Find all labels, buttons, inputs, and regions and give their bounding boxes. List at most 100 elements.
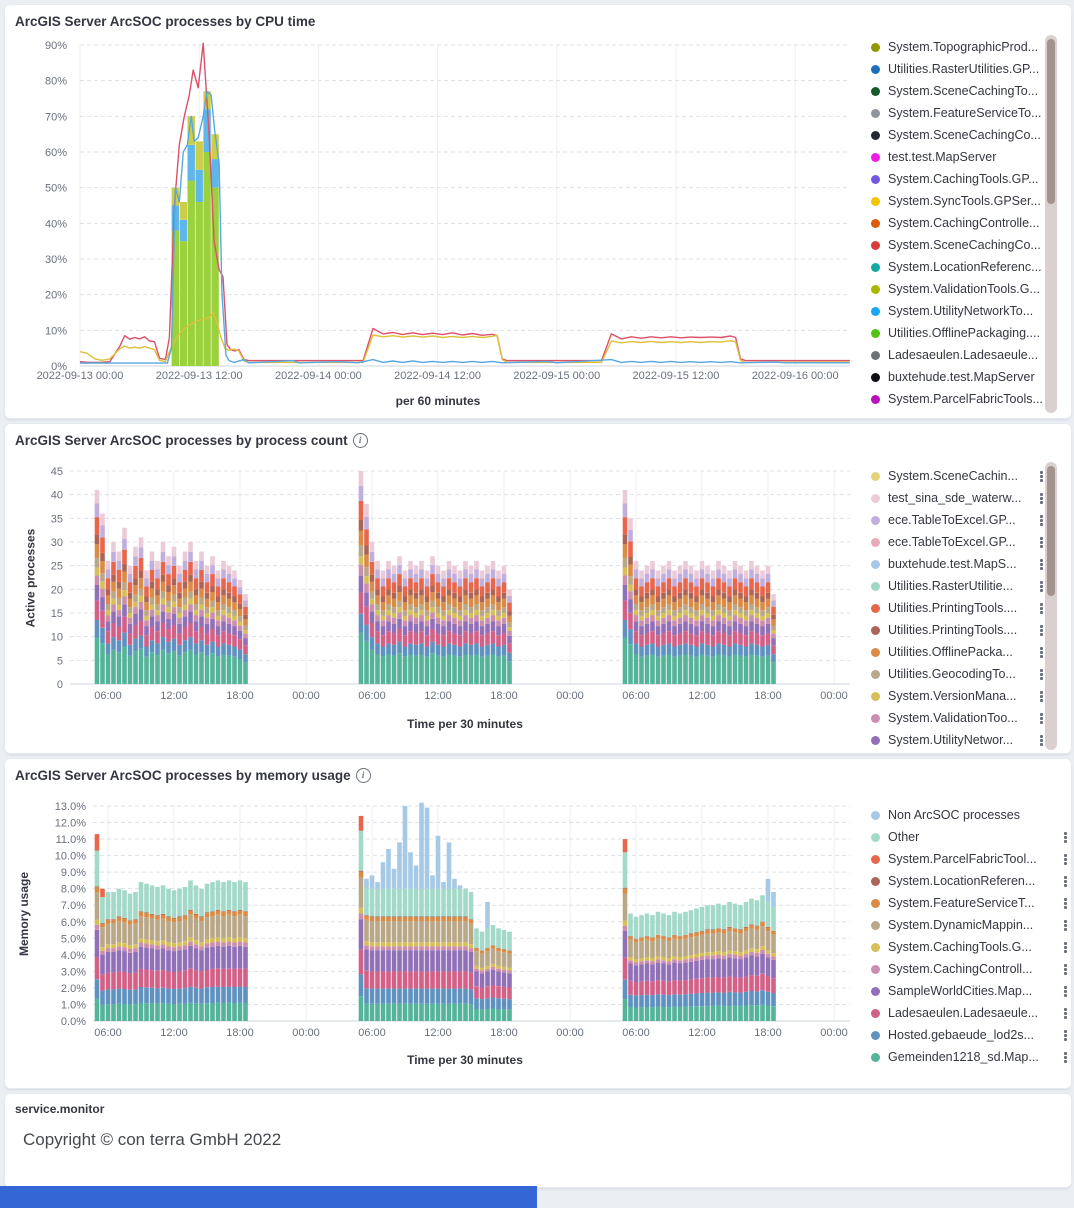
legend-actions-icon[interactable] [1040,734,1043,746]
legend-item[interactable]: System.ParcelFabricTools... [871,388,1043,410]
legend-item[interactable]: System.SceneCachingCo... [871,234,1043,256]
legend-item[interactable]: System.LocationReferen... [871,870,1067,892]
legend-actions-icon[interactable] [1064,831,1067,843]
legend-item[interactable]: System.FeatureServiceTo... [871,102,1043,124]
info-icon[interactable] [355,768,371,783]
legend-item[interactable]: Utilities.PrintingTools.... [871,597,1043,619]
legend-item[interactable]: System.UtilityNetworkTo... [871,300,1043,322]
svg-text:30%: 30% [45,254,67,266]
legend-item[interactable]: System.ValidationTools.G... [871,278,1043,300]
legend-item[interactable]: SampleWorldCities.Map... [871,980,1067,1002]
legend-item[interactable]: System.SyncTools.GPSer... [871,190,1043,212]
svg-text:2022-09-14 12:00: 2022-09-14 12:00 [394,370,481,382]
svg-text:5.0%: 5.0% [61,933,86,945]
svg-text:2022-09-14 00:00: 2022-09-14 00:00 [275,370,362,382]
legend-item[interactable]: Gemeinden1218_sd.Map... [871,1046,1067,1068]
legend-actions-icon[interactable] [1064,919,1067,931]
legend-actions-icon[interactable] [1064,1051,1067,1063]
legend-item[interactable]: Utilities.GeocodingTo... [871,663,1043,685]
legend-color-chip [871,328,880,338]
legend-item[interactable]: buxtehude.test.MapServer [871,366,1043,388]
process-count-chart[interactable]: 06:00 12:00 18:00 00:00 06:00 12:00 18:00 00:00… [5,450,867,742]
legend-actions-icon[interactable] [1064,941,1067,953]
legend-actions-icon[interactable] [1040,470,1043,482]
legend-actions-icon[interactable] [1064,875,1067,887]
legend-item[interactable]: System.UtilityNetwor... [871,729,1043,751]
legend-color-chip [871,898,880,908]
legend-item[interactable]: Ladesaeulen.Ladesaeule... [871,344,1043,366]
legend-label: System.TopographicProd... [888,40,1039,54]
legend-item[interactable]: System.FeatureServiceT... [871,892,1067,914]
legend-item[interactable]: System.ParcelFabricTool... [871,848,1067,870]
cpu-time-chart[interactable]: 2022-09-13 00:00 2022-09-13 12:00 2022-09-… [5,31,867,419]
legend-actions-icon[interactable] [1064,1029,1067,1041]
legend-item[interactable]: System.CachingTools.GP... [871,168,1043,190]
legend-label: System.ValidationToo... [888,711,1018,725]
legend-item[interactable]: Utilities.OfflinePacka... [871,641,1043,663]
legend-actions-icon[interactable] [1040,558,1043,570]
legend-item[interactable]: System.CachingControlle... [871,212,1043,234]
legend-item[interactable]: Utilities.PrintingTools.... [871,619,1043,641]
legend-actions-icon[interactable] [1040,602,1043,614]
legend-item[interactable]: System.VersionMana... [871,685,1043,707]
legend-label: Ladesaeulen.Ladesaeule... [888,348,1039,362]
legend-item[interactable]: Utilities.OfflinePackaging.... [871,322,1043,344]
legend-item[interactable]: Utilities.RasterUtilities.GP... [871,58,1043,80]
legend-item[interactable]: buxtehude.test.MapS... [871,553,1043,575]
legend-item[interactable]: test_sina_sde_waterw... [871,487,1043,509]
legend-item[interactable]: System.TopographicProd... [871,36,1043,58]
svg-text:18:00: 18:00 [226,1027,254,1039]
legend-actions-icon[interactable] [1040,514,1043,526]
legend-color-chip [871,86,880,96]
legend-label: SampleWorldCities.Map... [888,984,1033,998]
legend-actions-icon[interactable] [1040,646,1043,658]
svg-text:70%: 70% [45,111,67,123]
panel-title-memory: ArcGIS Server ArcSOC processes by memory… [5,759,1071,783]
svg-text:0%: 0% [51,361,67,373]
legend-item[interactable]: System.ValidationToo... [871,707,1043,729]
legend-item[interactable]: Hosted.gebaeude_lod2s... [871,1024,1067,1046]
info-icon[interactable] [352,433,368,448]
cpu-legend: System.TopographicProd... Utilities.Raste… [871,36,1043,412]
legend-item[interactable]: System.CachingTools.G... [871,936,1067,958]
count-legend-scrollbar[interactable] [1045,462,1057,750]
legend-actions-icon[interactable] [1064,853,1067,865]
legend-actions-icon[interactable] [1040,580,1043,592]
legend-actions-icon[interactable] [1040,624,1043,636]
legend-actions-icon[interactable] [1040,668,1043,680]
legend-item[interactable]: ece.TableToExcel.GP... [871,531,1043,553]
svg-text:2022-09-15 12:00: 2022-09-15 12:00 [633,370,720,382]
svg-text:35: 35 [51,513,63,525]
cpu-legend-scrollbar-thumb[interactable] [1047,39,1055,204]
legend-actions-icon[interactable] [1040,712,1043,724]
legend-actions-icon[interactable] [1064,1007,1067,1019]
svg-text:6.0%: 6.0% [61,917,86,929]
legend-actions-icon[interactable] [1040,690,1043,702]
legend-item[interactable]: Non ArcSOC processes [871,804,1067,826]
legend-label: System.VersionMana... [888,689,1017,703]
legend-item[interactable]: System.LocationReferenc... [871,256,1043,278]
legend-color-chip [871,64,880,74]
cpu-legend-scrollbar[interactable] [1045,35,1057,413]
memory-usage-chart[interactable]: 06:00 12:00 18:00 00:00 06:00 12:00 18:00 00:00… [5,785,867,1077]
legend-actions-icon[interactable] [1064,963,1067,975]
legend-item[interactable]: Ladesaeulen.Ladesaeule... [871,1002,1067,1024]
legend-item[interactable]: System.DynamicMappin... [871,914,1067,936]
legend-item[interactable]: Other [871,826,1067,848]
legend-color-chip [871,537,880,547]
legend-item[interactable]: System.SceneCachingCo... [871,124,1043,146]
svg-text:18:00: 18:00 [490,690,518,702]
legend-actions-icon[interactable] [1040,492,1043,504]
legend-actions-icon[interactable] [1064,897,1067,909]
legend-actions-icon[interactable] [1040,536,1043,548]
legend-item[interactable]: System.SceneCachin... [871,465,1043,487]
legend-item[interactable]: test.test.MapServer [871,146,1043,168]
legend-item[interactable]: ece.TableToExcel.GP... [871,509,1043,531]
count-legend-scrollbar-thumb[interactable] [1047,466,1055,596]
legend-item[interactable]: System.SceneCachingTo... [871,80,1043,102]
legend-item[interactable]: Utilities.RasterUtilitie... [871,575,1043,597]
legend-item[interactable]: System.CachingControll... [871,958,1067,980]
legend-actions-icon[interactable] [1064,985,1067,997]
panel-footer: service.monitor Copyright © con terra Gm… [4,1093,1072,1188]
legend-label: System.CachingControll... [888,962,1033,976]
